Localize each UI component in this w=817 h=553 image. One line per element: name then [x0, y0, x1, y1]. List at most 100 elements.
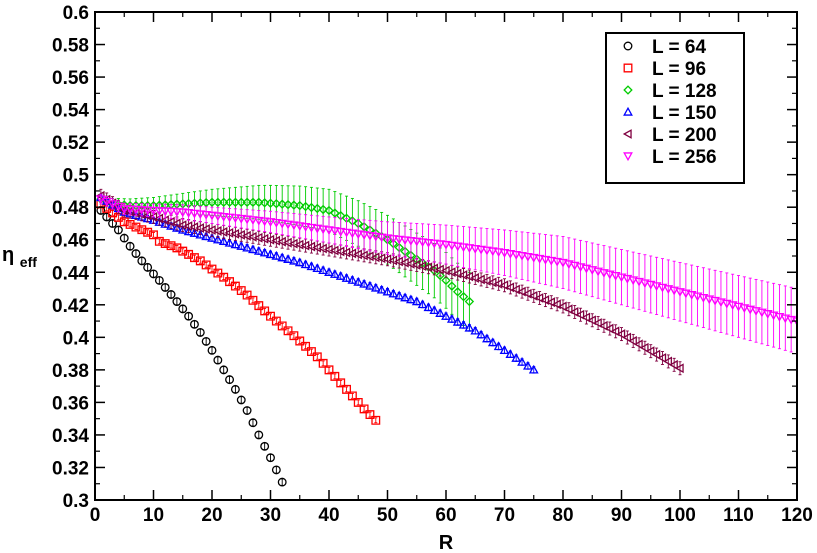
y-tick-label: 0.6 [63, 3, 89, 24]
data-point [254, 197, 264, 208]
data-point [295, 336, 305, 346]
data-point [207, 232, 217, 242]
data-point [300, 201, 311, 212]
data-point [470, 273, 479, 283]
data-point [266, 453, 275, 463]
data-point [487, 247, 498, 257]
data-point [458, 319, 469, 329]
data-point [312, 203, 323, 214]
data-point [657, 353, 667, 363]
data-point [318, 225, 329, 235]
data-point [277, 477, 287, 487]
x-axis-label: R [439, 532, 454, 553]
data-point [517, 356, 527, 366]
data-point [365, 410, 375, 420]
data-point [212, 212, 223, 222]
legend-item: L = 128 [623, 81, 717, 102]
series-5 [95, 188, 684, 376]
data-point [394, 235, 405, 245]
x-tick-label: 30 [260, 505, 281, 526]
data-point [470, 325, 481, 335]
data-point [166, 207, 176, 217]
data-point [382, 286, 393, 296]
y-tick-label: 0.42 [52, 296, 89, 317]
data-point [148, 206, 159, 216]
data-point [733, 302, 744, 312]
data-point [312, 263, 323, 273]
data-point [312, 352, 322, 362]
data-point [359, 404, 369, 414]
data-point [119, 233, 129, 243]
data-point [131, 205, 141, 215]
data-point [522, 288, 532, 299]
data-point [452, 316, 463, 326]
series-6-points [95, 195, 797, 327]
data-point [528, 253, 539, 263]
data-point [177, 208, 188, 218]
data-point [219, 365, 229, 375]
data-point [394, 290, 405, 300]
y-tick-label: 0.34 [52, 426, 89, 447]
data-point [259, 247, 270, 257]
series-2-points [96, 199, 381, 425]
series-1-points [96, 206, 287, 487]
data-point [528, 364, 539, 374]
data-point [563, 260, 574, 270]
y-tick-label: 0.5 [63, 166, 90, 187]
data-point [487, 337, 498, 347]
x-tick-label: 80 [552, 505, 573, 526]
data-point [254, 430, 264, 440]
series-6 [95, 193, 797, 355]
data-point [137, 225, 147, 235]
data-point [371, 415, 381, 425]
y-tick-label: 0.58 [52, 36, 89, 57]
data-point [692, 292, 703, 302]
data-point [663, 285, 674, 294]
x-tick-label: 120 [781, 505, 813, 526]
data-point [587, 266, 598, 275]
data-point [365, 231, 375, 241]
x-tick-label: 70 [494, 505, 515, 526]
data-point [306, 223, 317, 233]
data-point [271, 316, 281, 326]
data-point [225, 277, 234, 287]
data-point [639, 279, 650, 289]
data-point [136, 206, 147, 215]
data-point [160, 282, 170, 292]
data-point [704, 295, 715, 305]
data-point [265, 218, 276, 227]
data-point [417, 238, 428, 248]
data-point [569, 261, 580, 271]
data-point [616, 273, 627, 283]
data-point [283, 326, 293, 336]
data-point [236, 241, 247, 250]
data-point [242, 406, 252, 415]
x-tick-label: 40 [318, 505, 339, 526]
data-point [429, 305, 440, 315]
data-point [125, 219, 135, 229]
data-point [400, 292, 410, 302]
data-point [446, 267, 456, 278]
data-point [417, 299, 428, 309]
data-point [330, 371, 340, 381]
data-point [376, 233, 387, 243]
data-point [441, 240, 451, 250]
data-point [651, 282, 662, 292]
data-point [610, 271, 621, 281]
data-point [271, 465, 281, 475]
data-point [370, 232, 381, 242]
legend-label: L = 150 [652, 103, 717, 124]
data-point [499, 280, 509, 291]
data-point [195, 210, 206, 220]
data-point [177, 224, 188, 234]
data-point [329, 227, 340, 236]
data-point [230, 281, 240, 291]
data-point [341, 228, 352, 238]
data-point [295, 200, 305, 211]
legend-label: L = 128 [652, 81, 717, 102]
data-point [563, 304, 573, 315]
data-point [289, 200, 299, 210]
data-point [575, 263, 586, 273]
data-point [446, 313, 457, 323]
